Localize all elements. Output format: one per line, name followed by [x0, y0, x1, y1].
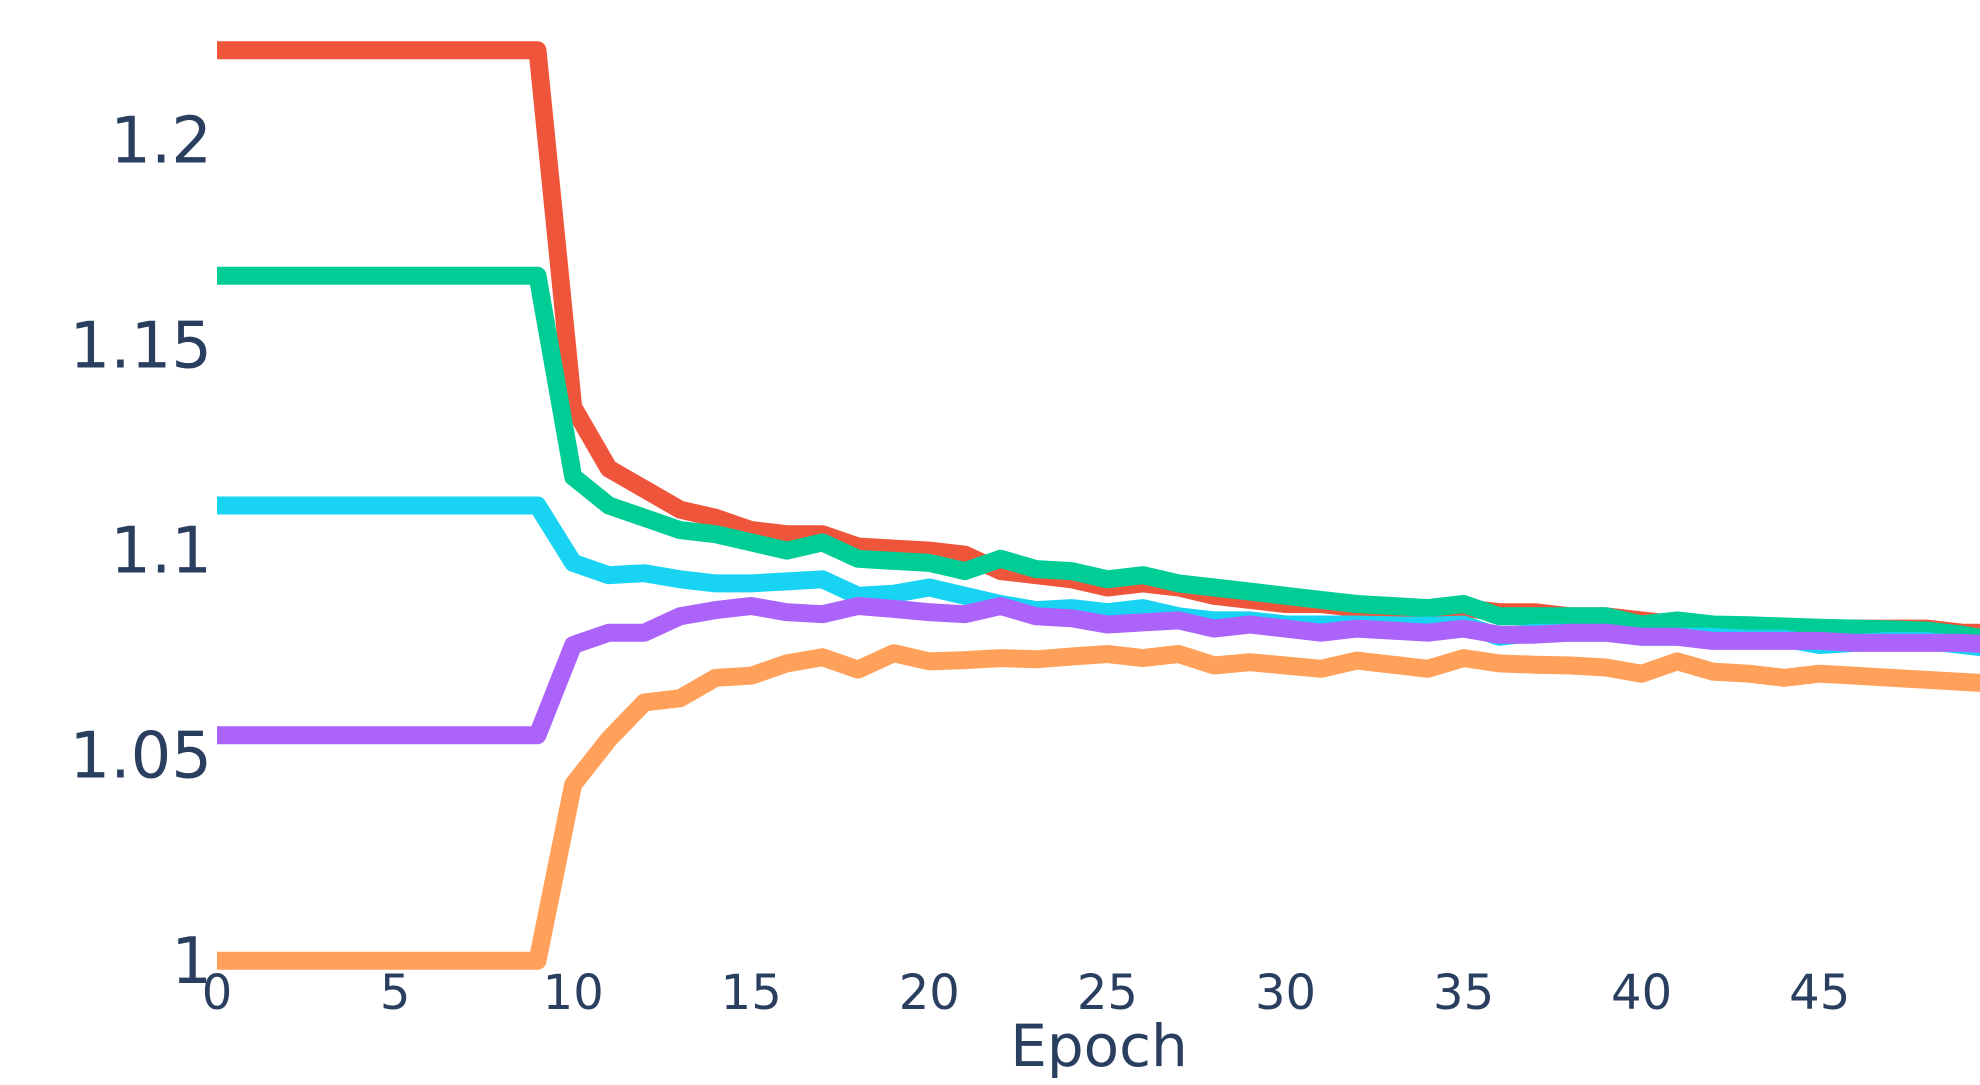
x-tick-label: 20	[899, 965, 960, 1021]
x-tick-label: 40	[1611, 965, 1672, 1021]
y-tick-label: 1.2	[110, 105, 212, 179]
series-line-5	[217, 644, 1980, 970]
x-tick-label: 30	[1255, 965, 1316, 1021]
y-tick-label: 1.15	[70, 310, 213, 384]
series-line-4	[217, 597, 1980, 745]
y-tick-label: 1	[171, 925, 212, 999]
series-layer	[217, 41, 1980, 970]
y-axis-ticks: 1 1.05 1.1 1.15 1.2	[70, 105, 213, 999]
x-tick-label: 10	[543, 965, 604, 1021]
y-tick-label: 1.05	[70, 720, 213, 794]
x-tick-label: 15	[721, 965, 782, 1021]
x-tick-label: 25	[1077, 965, 1138, 1021]
x-tick-label: 5	[380, 965, 411, 1021]
x-tick-label: 35	[1433, 965, 1494, 1021]
x-axis-ticks: 0 5 10 15 20 25 30 35 40 45	[202, 965, 1851, 1021]
series-line-2	[217, 266, 1980, 647]
y-tick-label: 1.1	[110, 515, 212, 589]
x-tick-label: 0	[202, 965, 233, 1021]
x-axis-title: Epoch	[1010, 1012, 1188, 1080]
x-tick-label: 45	[1789, 965, 1850, 1021]
series-line-1	[217, 41, 1980, 642]
